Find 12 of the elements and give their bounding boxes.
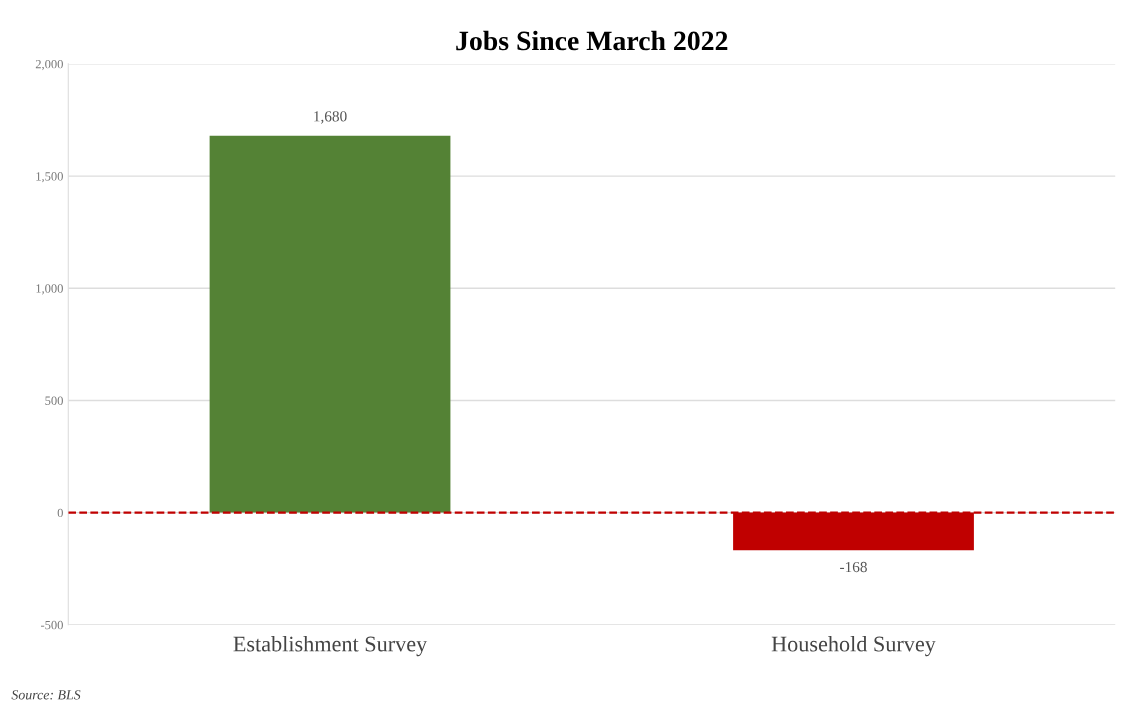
- y-tick-label: 500: [45, 396, 63, 405]
- y-tick-label: -500: [40, 620, 63, 630]
- chart-title: Jobs Since March 2022: [456, 30, 728, 51]
- x-tick-label: Household Survey: [771, 635, 936, 657]
- y-tick-label: 0: [57, 508, 63, 518]
- source-note: Source: BLS: [11, 690, 81, 700]
- y-tick-label: 1,000: [36, 284, 63, 295]
- data-label: -168: [840, 561, 867, 573]
- data-label: 1,680: [314, 111, 347, 124]
- y-tick-label: 2,000: [35, 59, 63, 71]
- y-tick-label: 1,500: [36, 172, 63, 183]
- x-tick-label: Establishment Survey: [233, 635, 428, 657]
